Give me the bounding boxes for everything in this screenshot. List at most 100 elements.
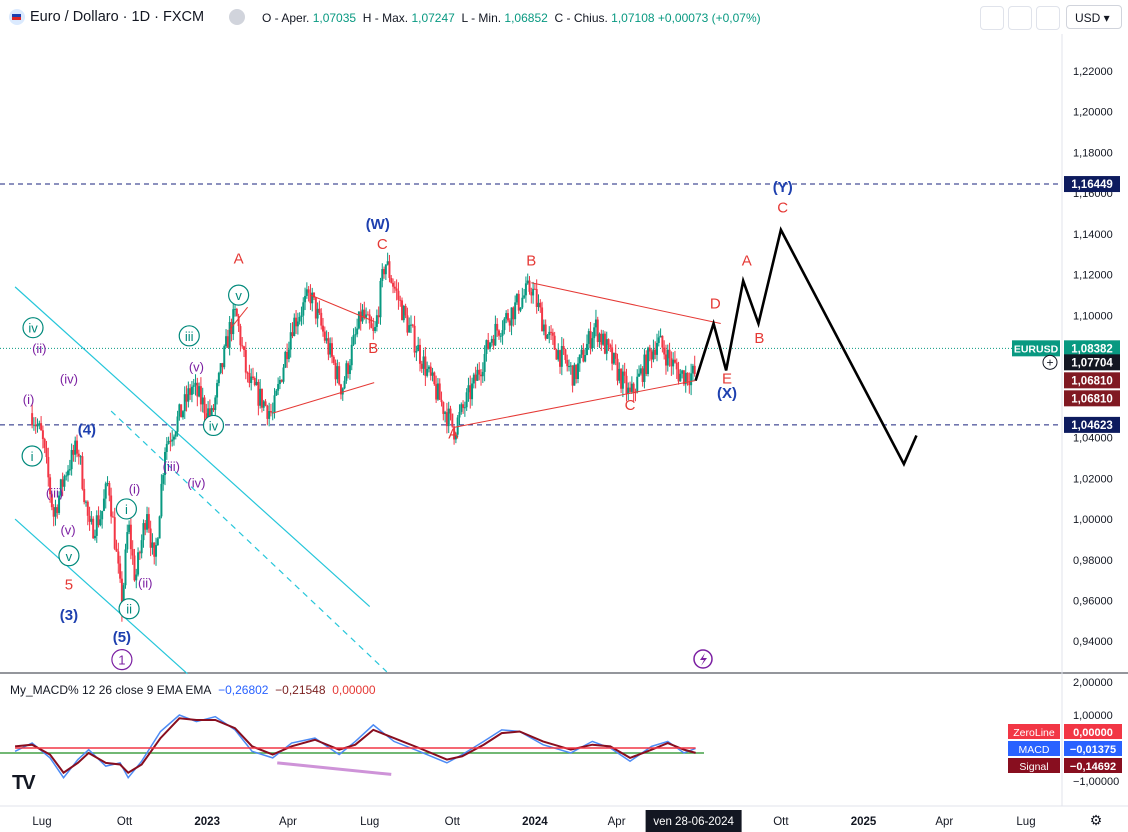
wave-label: (ii) [138, 575, 152, 590]
candle-body [523, 295, 526, 298]
flag-lower [272, 382, 375, 414]
symbol-tag-bg [1012, 340, 1060, 357]
candle-body [372, 327, 375, 331]
candle-body [546, 335, 549, 339]
candle-body [483, 353, 486, 372]
wave-label: (Y) [773, 179, 793, 196]
candle-body [124, 549, 127, 586]
candle-body [639, 368, 642, 374]
time-tick-label: Ott [445, 816, 461, 828]
candle-body [404, 305, 407, 316]
candle-body [638, 373, 641, 377]
symbol-title[interactable]: Euro / Dollaro · 1D · FXCM [30, 9, 205, 25]
wave-label: C [377, 236, 388, 253]
candle-body [379, 280, 382, 318]
low-value: 1,06852 [504, 11, 548, 25]
macd-axis-label: −0,14692 [1070, 761, 1116, 773]
channel-bottom [14, 518, 188, 675]
macd-axis-label: −0,01375 [1070, 744, 1116, 756]
candle-body [625, 375, 628, 394]
candle-body [366, 314, 369, 316]
candles-group [31, 252, 696, 622]
candle-body [262, 401, 265, 408]
candle-body [576, 363, 579, 379]
candle-body [58, 495, 61, 513]
high-label: H - Max. [362, 11, 409, 25]
candle-body [300, 315, 303, 317]
candle-body [472, 374, 475, 384]
visibility-icon[interactable] [229, 9, 245, 25]
projection-path [694, 226, 918, 468]
currency-selector[interactable]: USD ▾ [1066, 5, 1122, 29]
candle-body [542, 324, 545, 332]
candle-body [524, 283, 527, 296]
tradingview-flag-icon[interactable] [8, 8, 26, 26]
candle-body [275, 390, 278, 396]
gear-icon[interactable]: ⚙ [1089, 812, 1103, 828]
close-label: C - Chius. [554, 11, 608, 25]
candle-body [573, 364, 576, 386]
candle-body [192, 385, 195, 387]
candle-body [86, 501, 89, 516]
candle-body [84, 501, 87, 503]
candle-body [632, 383, 635, 393]
candle-body [539, 302, 542, 308]
candle-body [544, 324, 547, 339]
macd-axis-label: 0,00000 [1073, 727, 1113, 739]
wave-label-circle [115, 498, 137, 520]
candle-body [309, 292, 312, 304]
candle-body [627, 387, 630, 394]
candle-body [401, 300, 404, 321]
candle-body [251, 376, 254, 379]
candle-body [494, 323, 497, 346]
candle-body [648, 347, 651, 352]
price-tick-label: 1,02000 [1073, 473, 1113, 485]
price-axis-label-bg [1064, 390, 1120, 407]
macd-tag-bg [1008, 724, 1060, 739]
candle-body [487, 340, 490, 349]
candle-body [645, 354, 648, 374]
candle-body [350, 344, 353, 366]
candle-body [402, 305, 405, 321]
download-icon[interactable] [980, 6, 1004, 30]
candle-body [129, 524, 132, 550]
candle-body [359, 311, 362, 322]
candle-body [681, 370, 684, 374]
snapshot-icon[interactable] [1036, 6, 1060, 30]
candle-body [363, 309, 366, 318]
candle-body [131, 549, 134, 556]
candle-body [691, 365, 694, 374]
wave-label: 1 [118, 653, 125, 668]
macd-tag-bg [1008, 741, 1060, 756]
candle-body [607, 339, 610, 345]
lightning-icon [693, 649, 713, 669]
candle-body [49, 477, 52, 495]
candle-body [390, 277, 393, 283]
price-tick-label: 1,12000 [1073, 270, 1113, 282]
candle-body [557, 350, 560, 360]
candle-body [248, 373, 251, 384]
add-alert-icon [1042, 354, 1058, 370]
price-tick-label: 1,04000 [1073, 433, 1113, 445]
candle-body [307, 289, 310, 293]
candle-body [169, 440, 172, 442]
candle-body [230, 322, 233, 335]
wave-label: B [368, 340, 378, 357]
candle-body [462, 404, 465, 408]
candle-body [505, 313, 508, 319]
candle-body [228, 322, 231, 348]
fullscreen-icon[interactable] [1008, 6, 1032, 30]
candle-body [74, 440, 77, 455]
wave-label: A [742, 252, 752, 269]
candle-body [521, 297, 524, 308]
macd-axis-label-bg [1064, 724, 1122, 739]
candle-body [564, 349, 567, 360]
candle-body [295, 317, 298, 327]
candle-body [408, 325, 411, 333]
candle-body [284, 352, 287, 368]
crosshair-date-label: ven 28-06-2024 [653, 816, 734, 828]
candle-body [560, 346, 563, 367]
price-tick-label: 1,20000 [1073, 107, 1113, 119]
candle-body [212, 408, 215, 411]
